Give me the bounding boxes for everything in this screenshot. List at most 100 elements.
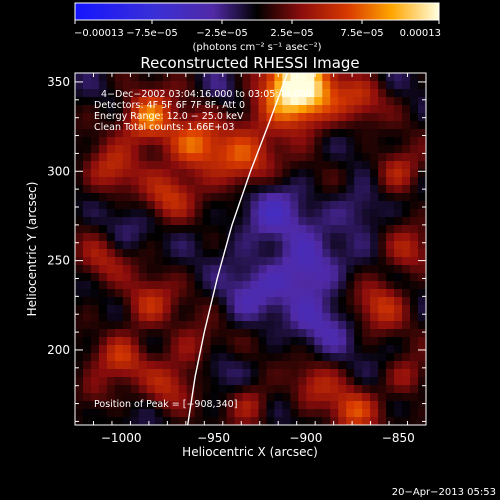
heatmap-cell — [306, 273, 315, 282]
heatmap-cell — [170, 401, 180, 410]
heatmap-cell — [250, 201, 260, 210]
heatmap-cell — [290, 89, 299, 98]
heatmap-cell — [274, 105, 284, 114]
heatmap-cell — [242, 249, 252, 258]
heatmap-cell — [250, 241, 260, 250]
heatmap-cell — [330, 305, 339, 314]
heatmap-cell — [410, 361, 419, 370]
heatmap-cell — [75, 273, 84, 282]
heatmap-cell — [362, 161, 371, 170]
heatmap-cell — [394, 257, 403, 266]
heatmap-cell — [242, 169, 252, 178]
heatmap-cell — [418, 153, 426, 162]
heatmap-cell — [218, 225, 228, 234]
heatmap-cell — [218, 201, 228, 210]
heatmap-cell — [338, 185, 347, 194]
heatmap-cell — [346, 137, 355, 146]
heatmap-cell — [170, 353, 180, 362]
heatmap-cell — [386, 305, 395, 314]
heatmap-cell — [226, 393, 236, 402]
heatmap-cell — [362, 89, 371, 98]
heatmap-cell — [298, 377, 307, 386]
heatmap-cell — [114, 73, 124, 82]
heatmap-cell — [298, 161, 307, 170]
heatmap-cell — [330, 393, 339, 402]
heatmap-cell — [298, 169, 307, 178]
heatmap-cell — [378, 113, 387, 122]
heatmap-cell — [90, 281, 100, 290]
heatmap-cell — [394, 145, 403, 154]
heatmap-cell — [242, 313, 252, 322]
heatmap-cell — [162, 169, 172, 178]
heatmap-cell — [130, 297, 140, 306]
heatmap-cell — [378, 145, 387, 154]
heatmap-cell — [282, 289, 291, 298]
heatmap-cell — [282, 377, 291, 386]
heatmap-cell — [218, 145, 228, 154]
heatmap-cell — [410, 409, 419, 418]
colorbar: −0.00013 −7.5e−05 −2.5e−05 2.5e−05 7.5e−05 0.… — [74, 2, 441, 53]
heatmap-cell — [298, 121, 307, 130]
heatmap-cell — [250, 233, 260, 242]
heatmap-cell — [82, 137, 92, 146]
heatmap-cell — [250, 161, 260, 170]
heatmap-cell — [210, 345, 220, 354]
heatmap-cell — [394, 409, 403, 418]
heatmap-cell — [178, 193, 188, 202]
heatmap-cell — [370, 305, 379, 314]
heatmap-cell — [378, 337, 387, 346]
heatmap-cell — [90, 169, 100, 178]
heatmap-cell — [338, 345, 347, 354]
heatmap-cell — [178, 377, 188, 386]
heatmap-cell — [298, 257, 307, 266]
heatmap-cell — [170, 305, 180, 314]
heatmap-cell — [90, 393, 100, 402]
heatmap-cell — [122, 225, 132, 234]
heatmap-cell — [410, 249, 419, 258]
heatmap-cell — [194, 233, 204, 242]
heatmap-cell — [242, 377, 252, 386]
heatmap-cell — [346, 361, 355, 370]
heatmap-cell — [394, 241, 403, 250]
heatmap-cell — [290, 265, 299, 274]
heatmap-cell — [274, 241, 284, 250]
heatmap-cell — [178, 137, 188, 146]
heatmap-cell — [218, 313, 228, 322]
heatmap-cell — [362, 305, 371, 314]
heatmap-cell — [314, 161, 323, 170]
heatmap-cell — [210, 225, 220, 234]
heatmap-cell — [298, 281, 307, 290]
heatmap-cell — [75, 89, 84, 98]
heatmap-cell — [306, 329, 315, 338]
heatmap-cell — [106, 257, 116, 266]
heatmap-cell — [322, 353, 331, 362]
heatmap-cell — [75, 233, 84, 242]
heatmap-cell — [354, 89, 363, 98]
heatmap-cell — [354, 153, 363, 162]
heatmap-cell — [314, 153, 323, 162]
heatmap-cell — [98, 353, 108, 362]
heatmap-cell — [370, 121, 379, 130]
heatmap-cell — [130, 281, 140, 290]
heatmap-cell — [98, 177, 108, 186]
heatmap-cell — [218, 385, 228, 394]
heatmap-cell — [338, 249, 347, 258]
heatmap-cell — [250, 89, 260, 98]
heatmap-cell — [226, 345, 236, 354]
annotation-peak: Position of Peak = [−908,340] — [94, 399, 237, 410]
heatmap-cell — [186, 73, 196, 82]
heatmap-cell — [122, 185, 132, 194]
heatmap-cell — [346, 297, 355, 306]
heatmap-cell — [354, 393, 363, 402]
heatmap-cell — [346, 369, 355, 378]
heatmap-cell — [146, 377, 156, 386]
heatmap-cell — [402, 81, 411, 90]
heatmap-cell — [314, 289, 323, 298]
heatmap-cell — [130, 305, 140, 314]
heatmap-cell — [82, 353, 92, 362]
heatmap-cell — [75, 361, 84, 370]
heatmap-cell — [338, 217, 347, 226]
heatmap-cell — [298, 265, 307, 274]
heatmap-cell — [338, 369, 347, 378]
heatmap-cell — [226, 409, 236, 418]
